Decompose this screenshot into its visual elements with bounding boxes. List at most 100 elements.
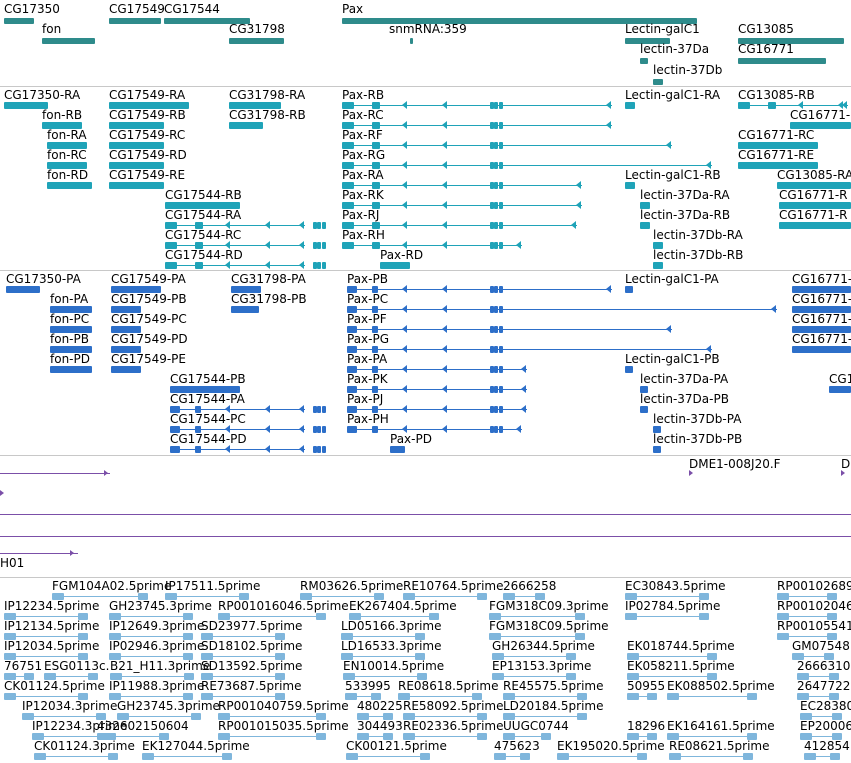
est-label[interactable]: 432602150604 <box>97 719 189 733</box>
feature-bar[interactable] <box>50 326 92 333</box>
feature-bar[interactable] <box>222 753 232 760</box>
feature-bar[interactable] <box>372 386 378 393</box>
feature-bar[interactable] <box>165 242 177 249</box>
est-label[interactable]: RE45575.5prime <box>503 679 604 693</box>
feature-bar[interactable] <box>317 242 321 249</box>
est-label[interactable]: RP001040759.5prime <box>218 699 349 713</box>
feature-bar[interactable] <box>827 613 837 620</box>
feature-bar[interactable] <box>747 733 757 740</box>
feature-bar[interactable] <box>503 713 515 720</box>
feature-bar[interactable] <box>490 142 494 149</box>
est-label[interactable]: EK088502.5prime <box>667 679 775 693</box>
feature-bar[interactable] <box>342 222 354 229</box>
feature-bar[interactable] <box>829 673 839 680</box>
feature-bar[interactable] <box>142 753 154 760</box>
feature-bar[interactable] <box>492 653 504 660</box>
feature-bar[interactable] <box>390 446 405 453</box>
est-label[interactable]: UUGC0744 <box>503 719 569 733</box>
feature-label[interactable]: CG31798-RA <box>229 88 306 102</box>
feature-bar[interactable] <box>374 593 384 600</box>
est-label[interactable]: IP12134.5prime <box>4 619 100 633</box>
feature-bar[interactable] <box>792 653 804 660</box>
est-label[interactable]: SD23977.5prime <box>201 619 303 633</box>
feature-bar[interactable] <box>499 306 503 313</box>
feature-bar[interactable] <box>97 733 109 740</box>
feature-bar[interactable] <box>275 633 285 640</box>
feature-bar[interactable] <box>566 653 576 660</box>
feature-bar[interactable] <box>625 366 633 373</box>
feature-bar[interactable] <box>494 142 498 149</box>
est-label[interactable]: CK01124.3prime <box>34 739 135 753</box>
feature-bar[interactable] <box>627 673 639 680</box>
est-label[interactable]: LD20184.5prime <box>503 699 604 713</box>
feature-bar[interactable] <box>195 242 203 249</box>
feature-label[interactable]: H01 <box>0 556 25 570</box>
feature-bar[interactable] <box>372 306 378 313</box>
feature-label[interactable]: Pax-PA <box>347 352 388 366</box>
feature-bar[interactable] <box>275 653 285 660</box>
feature-bar[interactable] <box>625 286 633 293</box>
est-label[interactable]: 2666310 <box>797 659 851 673</box>
feature-bar[interactable] <box>777 613 789 620</box>
feature-label[interactable]: CG31798 <box>229 22 285 36</box>
feature-bar[interactable] <box>275 673 285 680</box>
feature-bar[interactable] <box>347 346 357 353</box>
feature-bar[interactable] <box>699 613 709 620</box>
est-label[interactable]: RE08621.5prime <box>669 739 770 753</box>
feature-bar[interactable] <box>383 733 393 740</box>
est-label[interactable]: RE10764.5prime <box>403 579 504 593</box>
feature-bar[interactable] <box>415 633 425 640</box>
feature-label[interactable]: Pax-RK <box>342 188 384 202</box>
feature-label[interactable]: CG17549-PC <box>111 312 187 326</box>
feature-bar[interactable] <box>109 18 161 24</box>
feature-label[interactable]: fon <box>42 22 62 36</box>
est-label[interactable]: RE02336.5prime <box>403 719 504 733</box>
feature-bar[interactable] <box>4 693 16 700</box>
feature-bar[interactable] <box>667 693 679 700</box>
feature-label[interactable]: CG31798-PB <box>231 292 307 306</box>
feature-bar[interactable] <box>42 122 82 129</box>
feature-bar[interactable] <box>78 653 88 660</box>
feature-bar[interactable] <box>494 242 498 249</box>
feature-bar[interactable] <box>779 202 851 209</box>
feature-bar[interactable] <box>494 386 498 393</box>
est-label[interactable]: LD05166.3prime <box>341 619 442 633</box>
est-label[interactable]: 480225 <box>357 699 403 713</box>
feature-bar[interactable] <box>109 142 164 149</box>
feature-bar[interactable] <box>640 222 650 229</box>
feature-label[interactable]: fon-RB <box>42 108 83 122</box>
feature-bar[interactable] <box>317 222 321 229</box>
feature-bar[interactable] <box>316 733 326 740</box>
feature-bar[interactable] <box>347 286 357 293</box>
feature-bar[interactable] <box>201 693 213 700</box>
feature-bar[interactable] <box>195 406 201 413</box>
feature-bar[interactable] <box>494 426 498 433</box>
feature-bar[interactable] <box>829 693 839 700</box>
est-label[interactable]: 76751 <box>4 659 43 673</box>
est-label[interactable]: EK267404.5prime <box>349 599 457 613</box>
feature-bar[interactable] <box>218 613 230 620</box>
est-label[interactable]: 304493 <box>357 719 403 733</box>
feature-bar[interactable] <box>490 366 494 373</box>
feature-bar[interactable] <box>499 182 503 189</box>
feature-label[interactable]: fon-RC <box>47 148 87 162</box>
feature-bar[interactable] <box>347 306 357 313</box>
feature-label[interactable]: CG17544-RC <box>165 228 242 242</box>
feature-bar[interactable] <box>342 142 354 149</box>
feature-bar[interactable] <box>371 693 381 700</box>
feature-bar[interactable] <box>499 346 503 353</box>
feature-bar[interactable] <box>78 613 88 620</box>
feature-bar[interactable] <box>477 733 487 740</box>
feature-bar[interactable] <box>625 613 637 620</box>
feature-label[interactable]: fon-RA <box>47 128 87 142</box>
feature-bar[interactable] <box>499 386 503 393</box>
feature-bar[interactable] <box>239 593 249 600</box>
feature-bar[interactable] <box>499 222 503 229</box>
est-label[interactable]: ESG0113c. <box>44 659 110 673</box>
feature-bar[interactable] <box>738 142 818 149</box>
feature-bar[interactable] <box>117 713 129 720</box>
feature-bar[interactable] <box>109 633 121 640</box>
feature-bar[interactable] <box>499 122 503 129</box>
feature-bar[interactable] <box>218 733 230 740</box>
feature-bar[interactable] <box>667 733 679 740</box>
